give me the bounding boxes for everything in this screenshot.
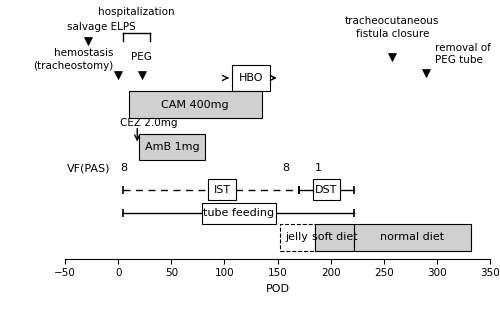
FancyBboxPatch shape [280, 224, 314, 251]
FancyBboxPatch shape [208, 179, 236, 200]
Text: 1: 1 [314, 163, 322, 173]
FancyBboxPatch shape [129, 91, 262, 118]
X-axis label: POD: POD [266, 284, 289, 294]
Text: normal diet: normal diet [380, 232, 444, 242]
Text: AmB 1mg: AmB 1mg [145, 142, 200, 152]
Text: tracheocutaneous
fistula closure: tracheocutaneous fistula closure [345, 16, 440, 39]
FancyBboxPatch shape [232, 65, 270, 91]
Text: removal of
PEG tube: removal of PEG tube [435, 43, 490, 65]
Text: soft diet: soft diet [312, 232, 357, 242]
FancyBboxPatch shape [140, 134, 205, 160]
Text: IST: IST [214, 184, 231, 195]
Text: tube feeding: tube feeding [203, 209, 274, 218]
Text: jelly: jelly [286, 232, 308, 242]
Text: CEZ 2.0mg: CEZ 2.0mg [120, 118, 178, 128]
FancyBboxPatch shape [354, 224, 471, 251]
FancyBboxPatch shape [202, 203, 276, 224]
Text: salvage ELPS: salvage ELPS [67, 23, 136, 32]
Text: 8: 8 [282, 163, 290, 173]
Text: hemostasis
(tracheostomy): hemostasis (tracheostomy) [34, 48, 114, 70]
Text: CAM 400mg: CAM 400mg [162, 99, 229, 109]
Text: DST: DST [315, 184, 338, 195]
Text: HBO: HBO [238, 73, 263, 83]
Text: VF(PAS): VF(PAS) [67, 163, 110, 173]
Text: hospitalization: hospitalization [98, 7, 174, 17]
FancyBboxPatch shape [314, 224, 354, 251]
Text: 8: 8 [120, 163, 127, 173]
FancyBboxPatch shape [312, 179, 340, 200]
Text: PEG: PEG [131, 52, 152, 62]
